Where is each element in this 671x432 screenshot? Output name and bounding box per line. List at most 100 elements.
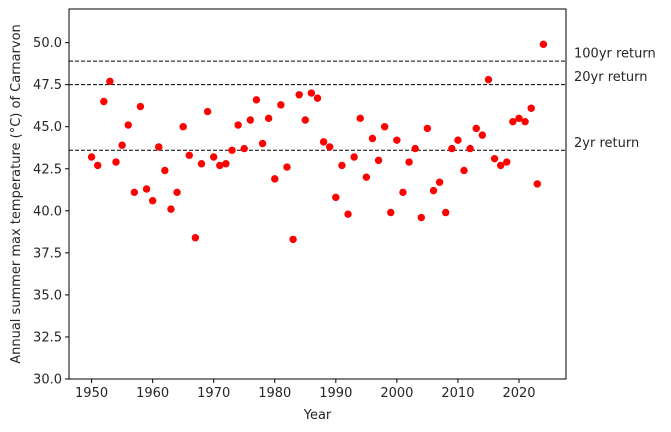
data-point [442,208,450,217]
y-tick-label: 35.0 [33,288,62,303]
data-point [539,40,548,49]
data-point [240,144,248,153]
data-point [252,96,261,104]
data-point [264,114,273,123]
y-tick-label: 45.0 [33,120,62,135]
data-point [222,160,230,168]
data-point [106,77,114,86]
data-point [283,163,291,171]
data-point [472,124,480,133]
data-point [466,144,474,153]
y-tick-label: 30.0 [33,373,62,388]
data-point [527,104,535,112]
data-point [173,188,181,197]
data-point [393,136,401,144]
data-point [326,143,334,151]
data-point [484,75,493,84]
data-point [490,154,499,163]
data-point [387,208,395,217]
data-point [136,102,145,111]
data-point [374,156,383,165]
data-point [118,141,126,149]
data-point [362,173,371,181]
data-point [454,136,462,144]
data-point [332,193,340,202]
y-tick-label: 37.5 [33,246,62,261]
data-point [515,114,523,123]
data-point [319,138,328,146]
reference-lines: 100yr return 20yr return 2yr return [69,47,656,151]
data-point [167,205,175,213]
data-point [307,89,316,97]
data-point [155,143,163,151]
data-point [423,124,432,133]
x-axis-title: Year [303,408,332,423]
data-point [191,234,200,242]
data-point [161,166,169,175]
y-tick-label: 40.0 [33,204,62,219]
data-point [179,123,187,131]
data-point [197,160,206,168]
data-point [130,188,139,197]
x-tick-label: 1980 [258,386,291,401]
return-level-label: 100yr return [574,47,656,62]
data-point [448,144,456,153]
data-points [87,40,548,244]
y-tick-label: 47.5 [33,78,62,93]
data-point [429,186,438,195]
data-point [301,116,309,124]
data-point [509,117,517,126]
data-point [289,235,297,244]
data-point [87,153,96,161]
data-point [216,161,224,170]
x-tick-label: 1950 [75,386,108,401]
x-axis-ticks: 1950 1960 1970 1980 1990 2000 2010 2020 [75,379,536,401]
y-axis-title: Annual summer max temperature (°C) of Ca… [9,24,24,364]
data-point [368,134,377,143]
data-point [344,210,352,218]
data-point [124,121,132,129]
y-axis-ticks: 30.0 32.5 35.0 37.5 40.0 42.5 45.0 47.5 50.0 [33,36,69,388]
data-point [295,91,303,99]
data-point [496,161,505,170]
data-point [399,188,407,197]
x-tick-label: 2020 [502,386,535,401]
data-point [521,117,529,126]
data-point [277,101,285,109]
x-tick-label: 1960 [136,386,169,401]
data-point [503,158,511,166]
x-tick-label: 1970 [197,386,230,401]
data-point [338,161,346,170]
data-point [533,180,542,188]
data-point [411,144,419,153]
data-point [356,114,364,123]
return-level-label: 2yr return [574,136,639,151]
y-tick-label: 50.0 [33,36,62,51]
data-point [142,185,151,193]
data-point [148,197,157,205]
x-tick-label: 2010 [441,386,474,401]
data-point [380,123,389,131]
data-point [203,107,212,116]
data-point [460,166,468,175]
data-point [350,153,358,161]
data-point [93,161,102,170]
return-level-label: 20yr return [574,70,647,85]
x-tick-label: 1990 [319,386,352,401]
data-point [100,97,108,106]
y-tick-label: 42.5 [33,162,62,177]
data-point [417,213,425,222]
data-point [185,151,193,160]
y-tick-label: 32.5 [33,330,62,345]
x-tick-label: 2000 [380,386,413,401]
data-point [234,121,242,129]
data-point [271,175,279,183]
data-point [246,116,255,124]
data-point [112,158,120,166]
data-point [258,139,267,148]
plot-frame [68,8,567,380]
data-point [210,153,218,161]
data-point [478,131,487,139]
data-point [405,158,413,166]
